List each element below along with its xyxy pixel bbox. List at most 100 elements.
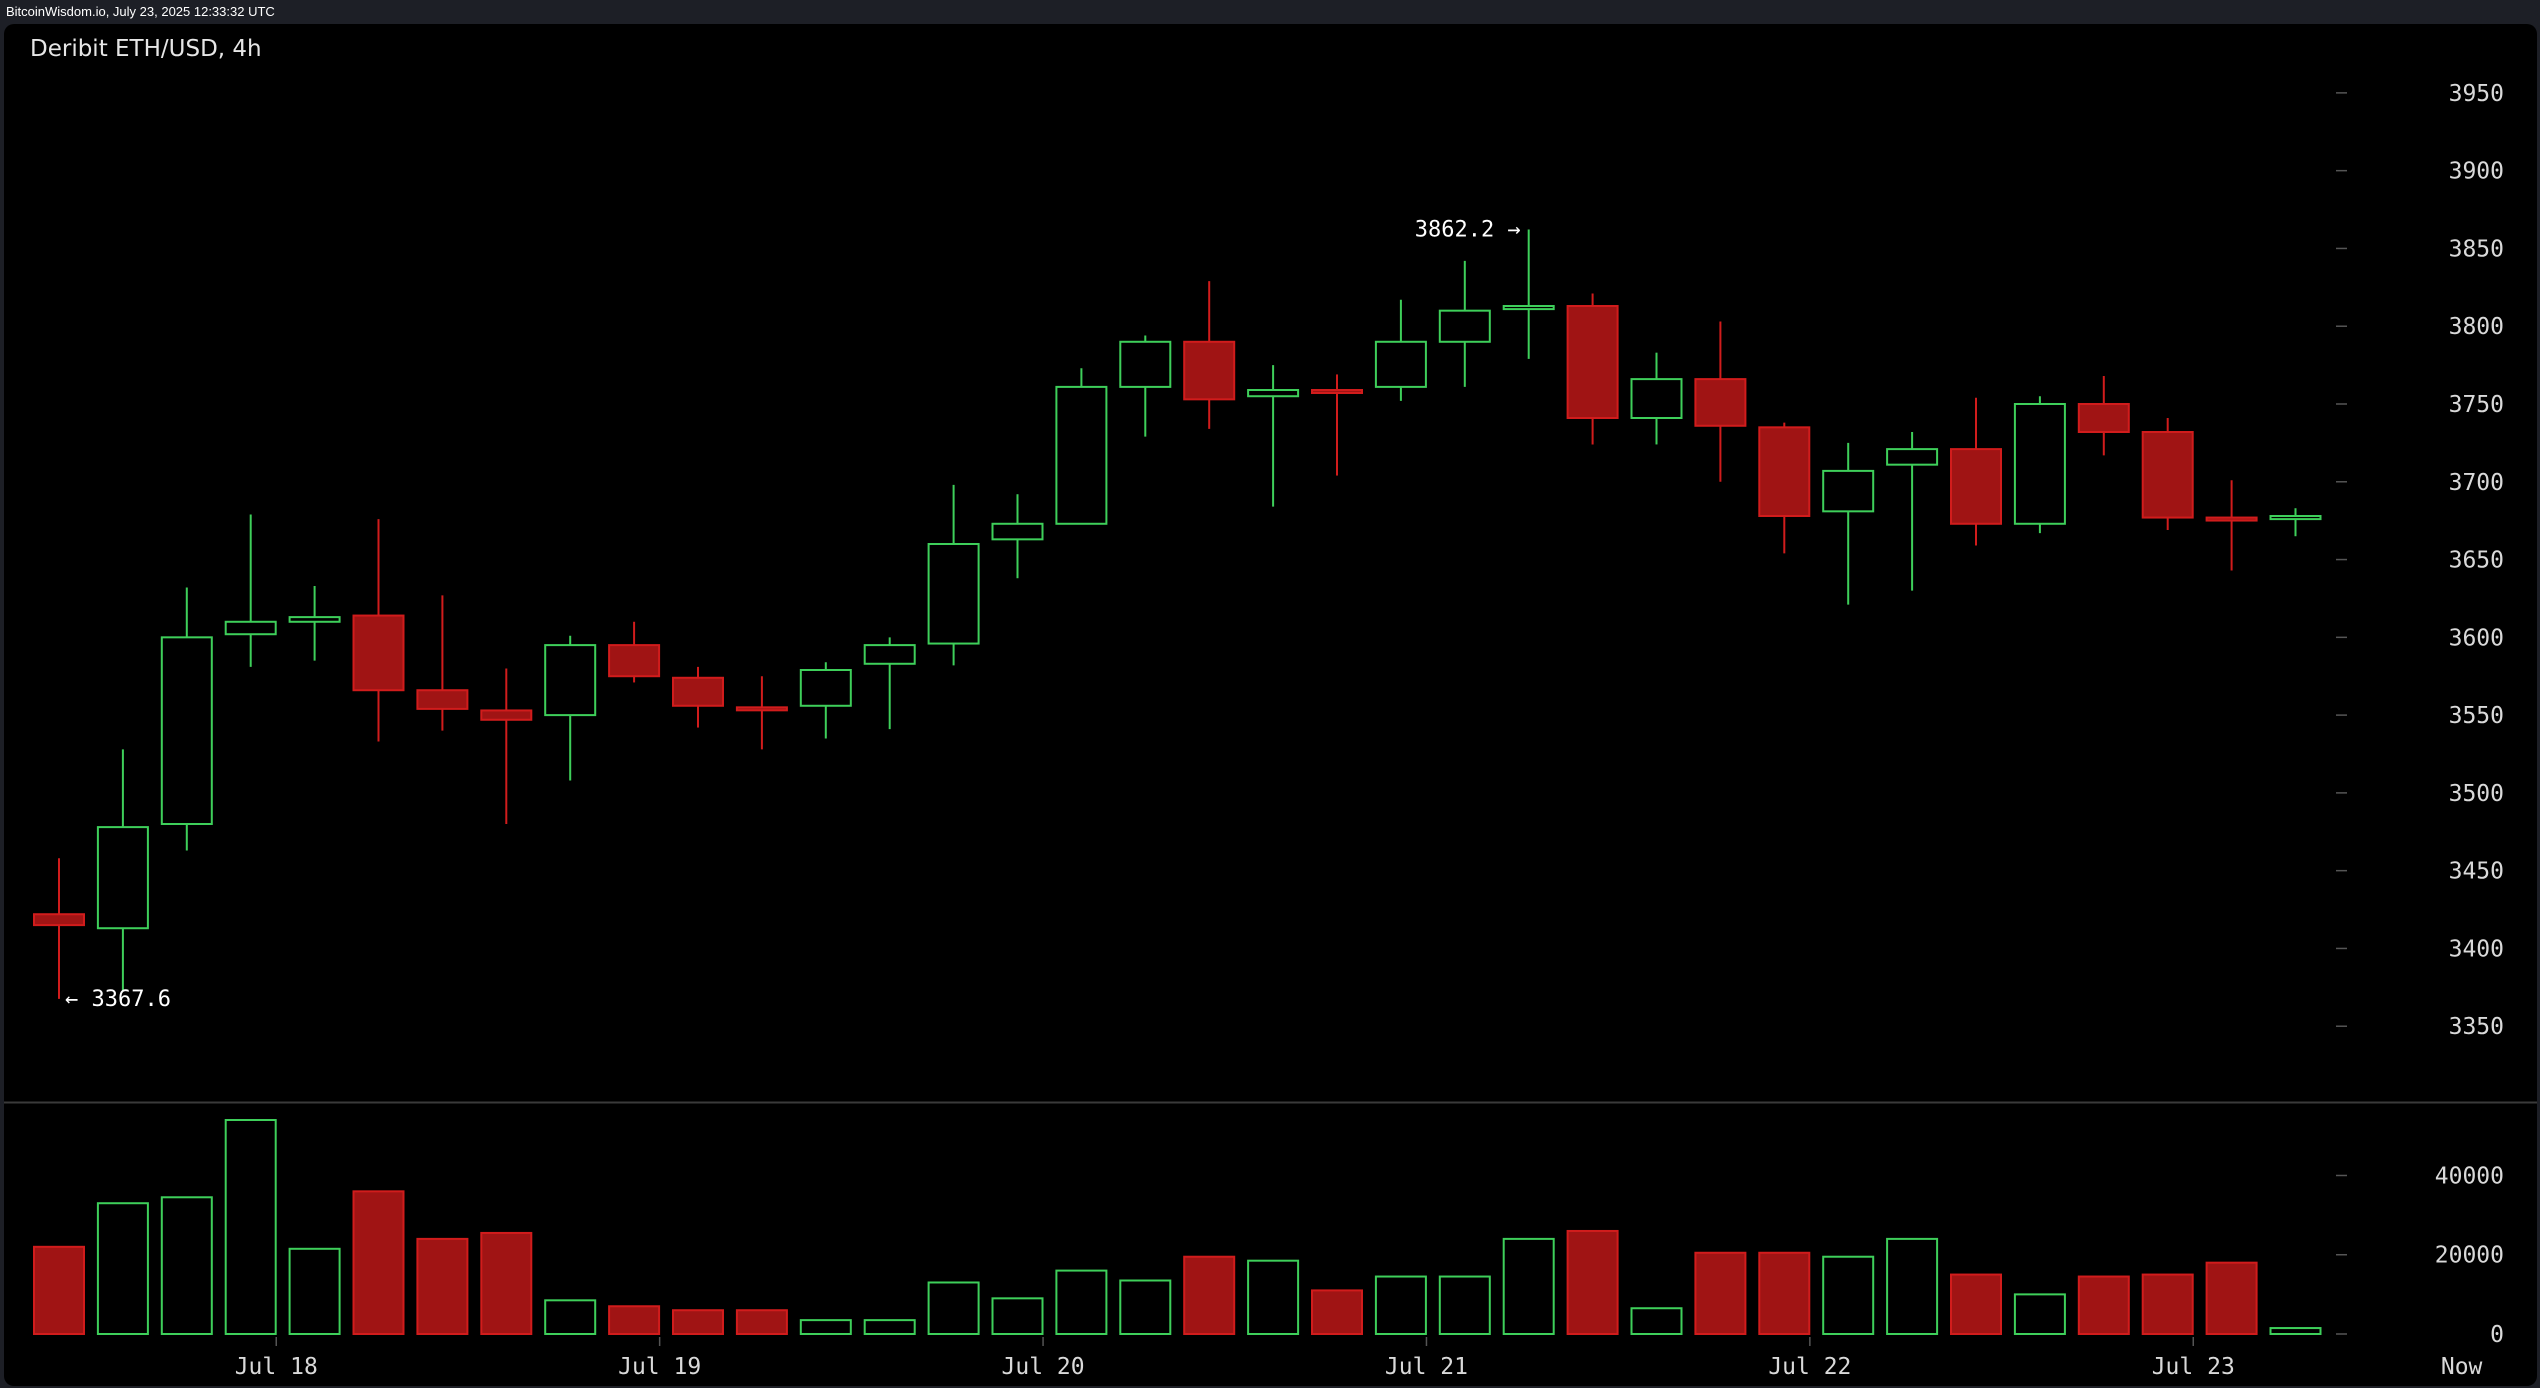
volume-bar xyxy=(2013,1293,2066,1335)
candle-body xyxy=(1694,378,1747,427)
candle-body xyxy=(480,709,533,721)
volume-bar xyxy=(480,1231,533,1336)
candle-body xyxy=(1630,378,1683,420)
time-axis-label: Jul 19 xyxy=(618,1354,701,1380)
candles-layer xyxy=(33,229,2322,999)
volume-bar xyxy=(1055,1269,1108,1336)
candle-body xyxy=(735,706,788,712)
volume-bar xyxy=(1183,1255,1236,1335)
candle-body xyxy=(1374,340,1427,388)
price-axis-label: 3800 xyxy=(2449,314,2504,340)
volume-bar xyxy=(1822,1255,1875,1335)
volume-bar xyxy=(160,1196,213,1336)
candle-body xyxy=(224,620,277,636)
volume-bar xyxy=(544,1299,597,1336)
chart-canvas[interactable]: 3350 3400 3450 3500 3550 3600 3650 3700 3750 3800… xyxy=(4,24,2537,1386)
candle-body xyxy=(1438,309,1491,343)
candle-body xyxy=(2141,431,2194,519)
candle-body xyxy=(991,522,1044,541)
candle-body xyxy=(927,543,980,645)
volume-bar xyxy=(863,1319,916,1336)
volume-bar xyxy=(352,1190,405,1336)
volume-bar xyxy=(1438,1275,1491,1335)
time-axis-label: Jul 18 xyxy=(235,1354,318,1380)
candle-body xyxy=(672,676,724,707)
volume-bar xyxy=(672,1309,724,1335)
candle-body xyxy=(863,644,916,665)
candle-body xyxy=(1311,389,1363,394)
volume-bar xyxy=(1566,1229,1619,1336)
candle-body xyxy=(1247,389,1300,398)
candle-body xyxy=(96,826,149,930)
price-axis-label: 3550 xyxy=(2449,703,2504,729)
volume-bar xyxy=(608,1305,661,1336)
volume-bar xyxy=(1758,1251,1811,1336)
chart-panel[interactable]: Deribit ETH/USD, 4h 3350 3400 3450 3500 3550… xyxy=(4,24,2537,1386)
time-axis-label: Jul 21 xyxy=(1385,1354,1468,1380)
candle-body xyxy=(2269,515,2322,521)
price-axis-label: 3650 xyxy=(2449,548,2504,574)
volume-bar xyxy=(1950,1273,2002,1335)
volume-bar xyxy=(1374,1275,1427,1335)
price-annotation: 3862.2 → xyxy=(1415,217,1521,242)
volume-bar xyxy=(2205,1261,2258,1335)
volume-bar xyxy=(991,1297,1044,1336)
candle-body xyxy=(288,616,341,623)
volume-bar xyxy=(33,1245,85,1336)
watermark-text: BitcoinWisdom.io, July 23, 2025 12:33:32… xyxy=(6,4,275,19)
time-axis-label: Jul 22 xyxy=(1768,1354,1851,1380)
volume-bar xyxy=(96,1202,149,1335)
labels-layer: 3350 3400 3450 3500 3550 3600 3650 3700 3750 3800… xyxy=(65,81,2504,1380)
volume-bar xyxy=(1886,1237,1939,1336)
volume-bar xyxy=(1247,1259,1300,1335)
watermark-bar: BitcoinWisdom.io, July 23, 2025 12:33:32… xyxy=(0,0,2540,24)
volume-axis-label: 40000 xyxy=(2435,1163,2504,1189)
volume-bar xyxy=(2269,1327,2322,1335)
price-annotation: ← 3367.6 xyxy=(65,987,171,1012)
volume-bar xyxy=(1502,1237,1555,1336)
price-axis-label: 3750 xyxy=(2449,392,2504,418)
candle-body xyxy=(416,689,469,710)
price-axis-label: 3850 xyxy=(2449,236,2504,262)
price-axis-label: 3700 xyxy=(2449,470,2504,496)
candle-body xyxy=(33,913,85,927)
volume-bar xyxy=(2077,1275,2130,1335)
grid-layer xyxy=(4,92,2537,1346)
volume-axis-label: 20000 xyxy=(2435,1243,2504,1269)
candle-body xyxy=(1055,385,1108,525)
price-axis-label: 3600 xyxy=(2449,625,2504,651)
time-axis-label: Now xyxy=(2441,1354,2483,1380)
candle-body xyxy=(2077,403,2130,433)
price-axis-label: 3900 xyxy=(2449,159,2504,185)
candle-body xyxy=(1183,340,1236,401)
candle-body xyxy=(2205,516,2258,522)
candle-body xyxy=(1119,340,1172,388)
candle-body xyxy=(608,644,661,678)
candle-body xyxy=(544,644,597,717)
time-axis-label: Jul 23 xyxy=(2152,1354,2235,1380)
candle-body xyxy=(160,636,213,825)
volume-bar xyxy=(1630,1307,1683,1335)
price-axis-label: 3450 xyxy=(2449,859,2504,885)
price-axis-label: 3350 xyxy=(2449,1014,2504,1040)
volume-layer xyxy=(33,1119,2322,1336)
volume-bar xyxy=(1311,1289,1363,1335)
volume-bar xyxy=(735,1309,788,1335)
volume-bar xyxy=(1694,1251,1747,1336)
candle-body xyxy=(1502,305,1555,311)
candle-body xyxy=(2013,403,2066,525)
candle-body xyxy=(1566,305,1619,419)
candle-body xyxy=(1758,426,1811,518)
candle-body xyxy=(799,669,852,707)
price-axis-label: 3500 xyxy=(2449,781,2504,807)
volume-bar xyxy=(416,1237,469,1336)
candle-body xyxy=(1950,448,2002,525)
candle-body xyxy=(352,614,405,692)
volume-bar xyxy=(288,1247,341,1335)
volume-bar xyxy=(224,1119,277,1335)
price-axis-label: 3950 xyxy=(2449,81,2504,107)
volume-bar xyxy=(927,1281,980,1335)
chart-title: Deribit ETH/USD, 4h xyxy=(30,36,262,62)
price-axis-label: 3400 xyxy=(2449,936,2504,962)
candle-body xyxy=(1886,448,1939,466)
